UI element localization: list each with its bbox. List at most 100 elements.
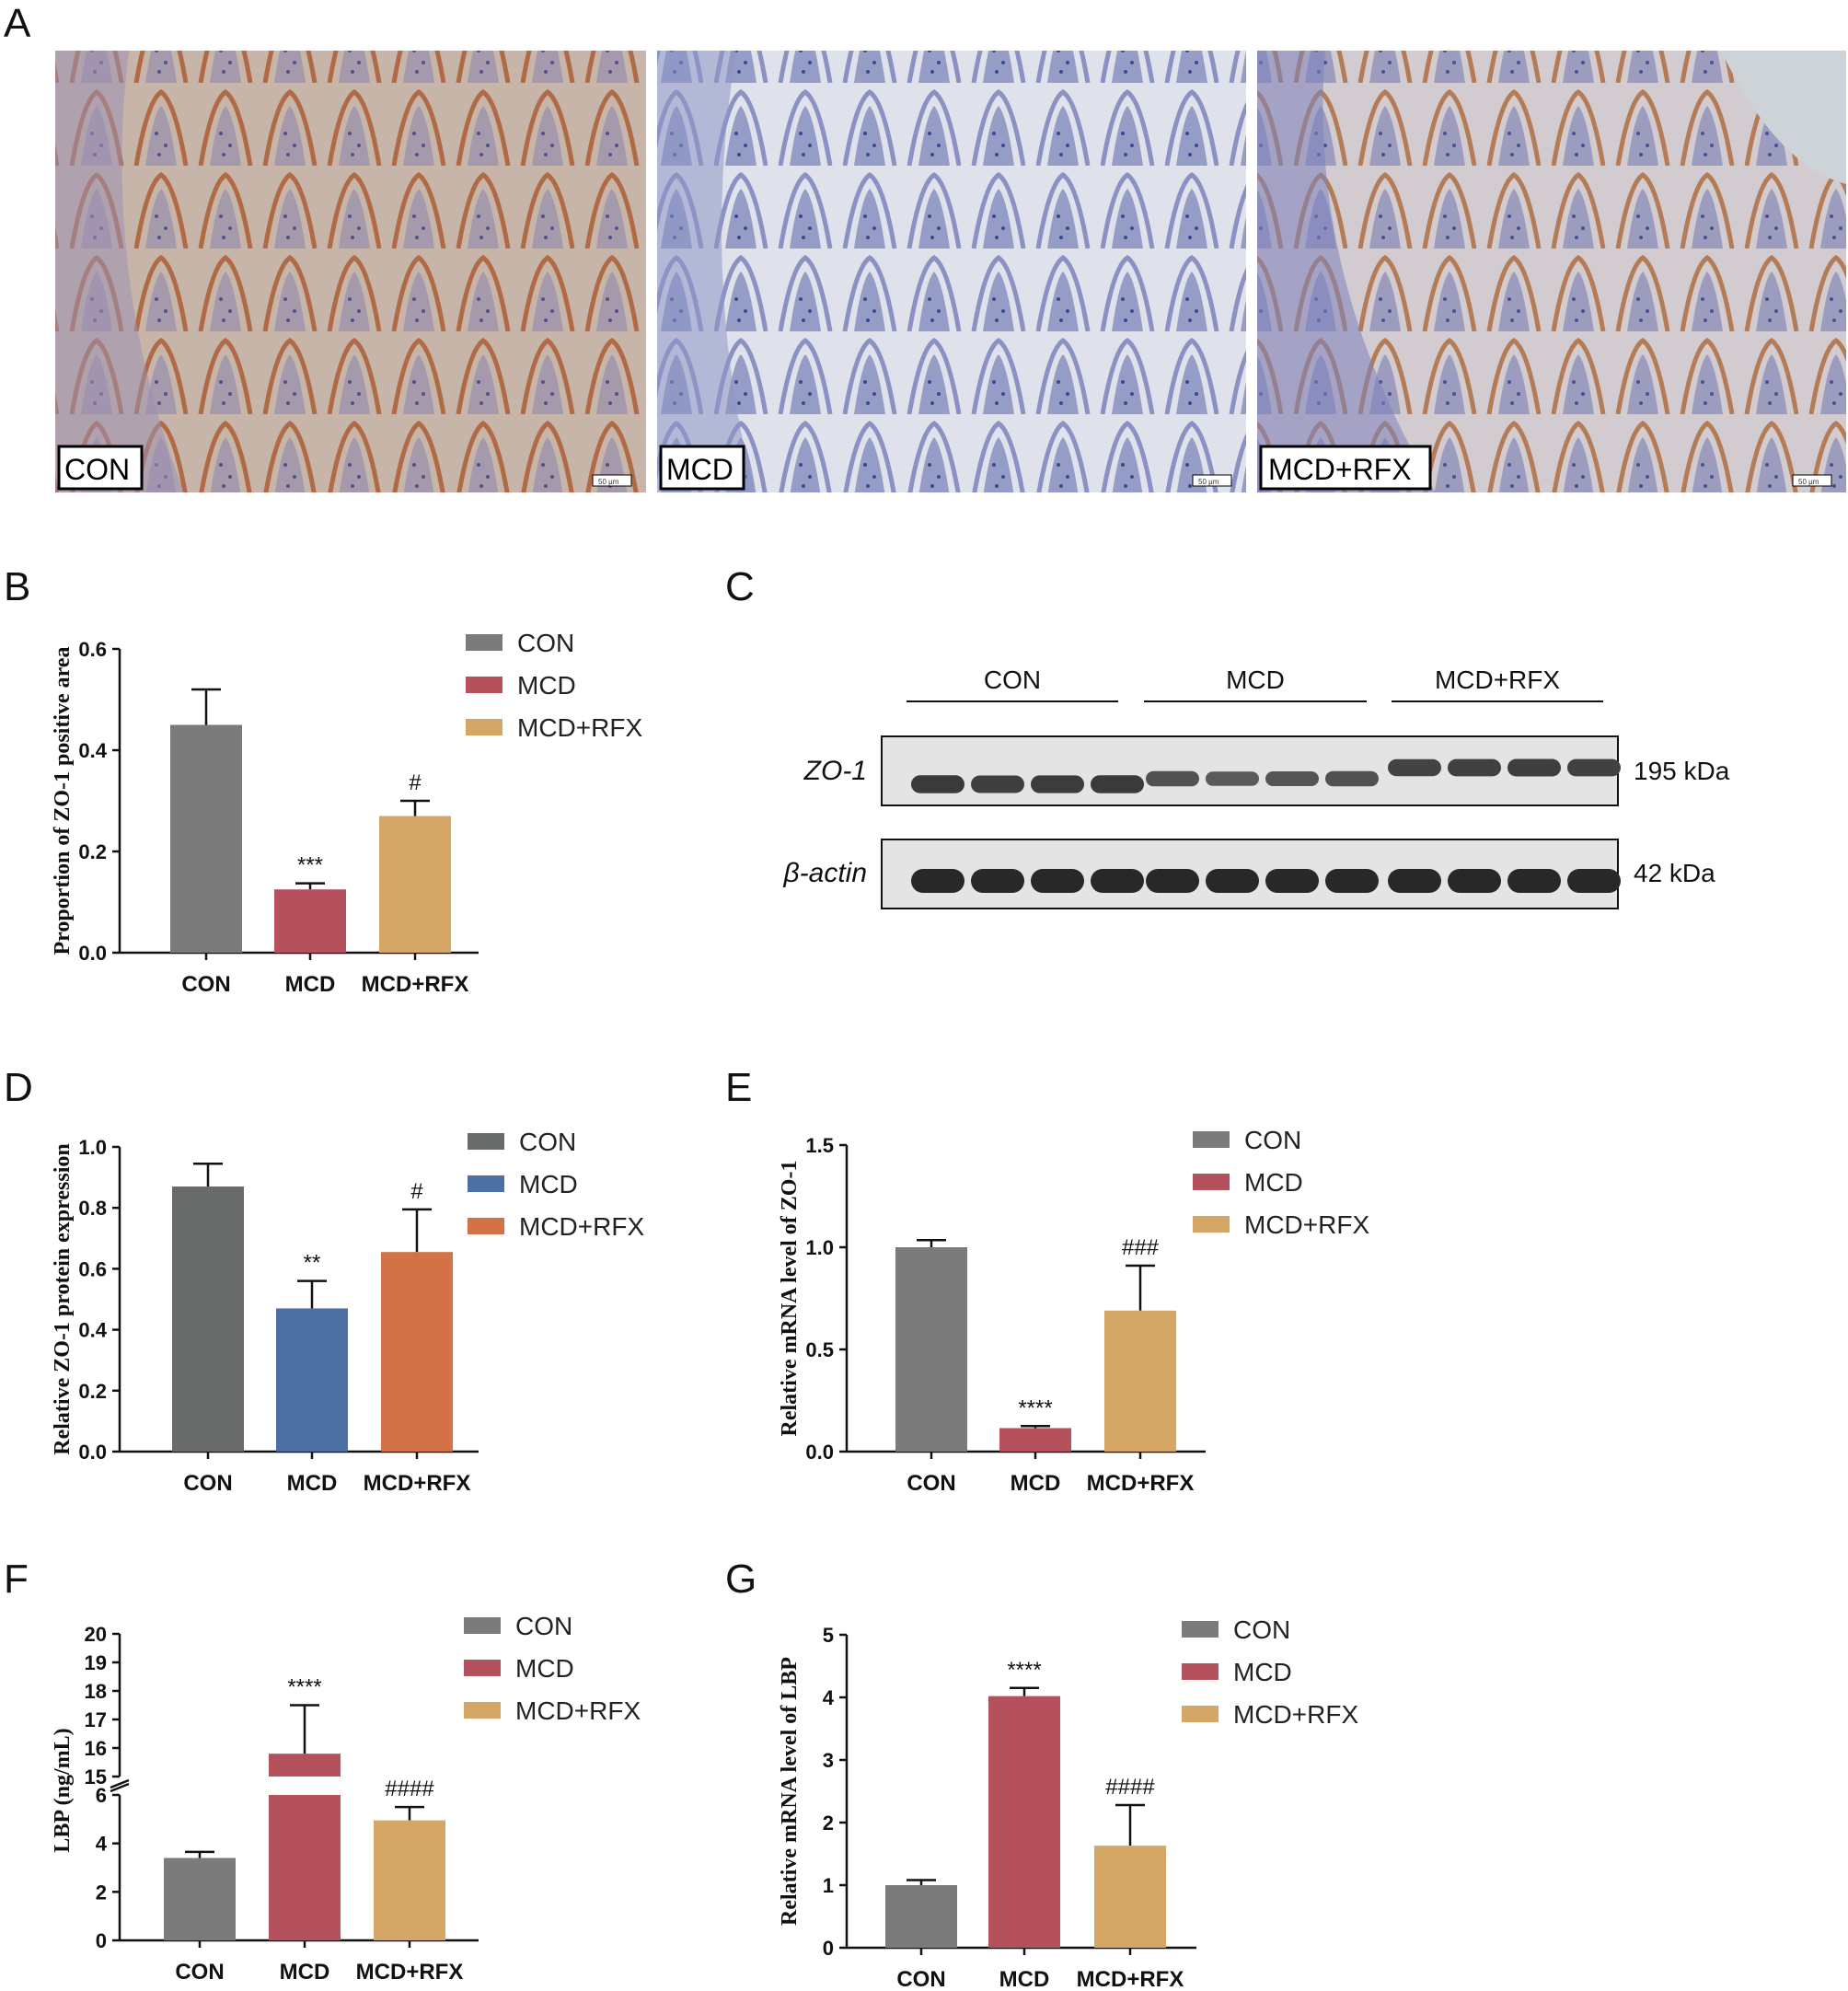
legend-entry: MCD xyxy=(1233,1658,1292,1686)
significance-mark: # xyxy=(409,770,422,795)
x-tick-label: MCD+RFX xyxy=(364,1471,471,1496)
micrograph-label: MCD xyxy=(666,453,733,486)
legend-swatch xyxy=(466,719,502,735)
y-axis-label: LBP (ng/mL) xyxy=(51,1728,75,1852)
legend-swatch xyxy=(464,1660,501,1676)
blot-band xyxy=(1146,770,1199,787)
y-tick-label: 4 xyxy=(96,1833,108,1856)
y-tick-label: 0.6 xyxy=(78,1257,107,1280)
legend-swatch xyxy=(466,634,502,651)
bar xyxy=(170,724,242,953)
axis-break-mark xyxy=(110,1778,130,1789)
legend-swatch xyxy=(466,677,502,693)
x-tick-label: MCD+RFX xyxy=(356,1960,464,1985)
x-tick-label: MCD+RFX xyxy=(362,972,469,997)
blot-band xyxy=(971,869,1024,893)
blot-band xyxy=(1206,869,1259,893)
panel-label-d: D xyxy=(4,1065,33,1110)
blot-group-label: CON xyxy=(984,666,1041,694)
y-tick-label: 0.0 xyxy=(78,1441,107,1464)
panel-label-b: B xyxy=(4,564,30,609)
x-tick-label: CON xyxy=(181,972,230,997)
x-tick-label: MCD xyxy=(999,1967,1050,1991)
legend-swatch xyxy=(468,1175,504,1192)
bar xyxy=(1104,1310,1176,1452)
blot-band xyxy=(1325,869,1379,893)
y-tick-label: 0.4 xyxy=(78,739,107,762)
legend-entry: MCD+RFX xyxy=(519,1212,644,1241)
bar xyxy=(276,1308,348,1452)
legend-swatch xyxy=(468,1133,504,1150)
significance-mark: **** xyxy=(287,1675,321,1700)
chart-g: 0 1 2 3 4 5 CON MCD **** MCD+RFX #### Relative mRNA… xyxy=(778,1615,1358,1991)
blot-band xyxy=(1206,771,1259,786)
chart-e: 0.0 0.5 1.0 1.5 CON MCD **** MCD+RFX ### Relative… xyxy=(778,1126,1369,1496)
y-tick-label: 4 xyxy=(823,1686,835,1709)
legend-swatch xyxy=(464,1702,501,1719)
y-axis-label: Relative mRNA level of LBP xyxy=(778,1657,802,1926)
y-tick-label: 20 xyxy=(85,1623,107,1646)
legend-swatch xyxy=(468,1218,504,1234)
chart-b: 0.0 0.2 0.4 0.6 CON MCD *** MCD+RFX # Proportion … xyxy=(51,629,642,997)
y-tick-label: 6 xyxy=(96,1784,107,1807)
blot-band xyxy=(1388,869,1441,893)
x-tick-label: MCD xyxy=(1011,1471,1061,1496)
micrograph-label: CON xyxy=(64,453,130,486)
panel-label-a: A xyxy=(4,1,31,46)
chart-f: 0 2 4 615 16 17 18 19 20 CON MCD **** MCD+RFX #### LBP… xyxy=(51,1612,641,1985)
blot-band xyxy=(1265,771,1319,786)
x-tick-label: MCD xyxy=(287,1471,338,1496)
blot-group-label: MCD+RFX xyxy=(1435,666,1560,694)
y-tick-label: 0.2 xyxy=(78,840,107,863)
scale-bar: 50 µm xyxy=(598,478,619,486)
x-tick-label: CON xyxy=(896,1967,945,1991)
y-tick-label: 0.2 xyxy=(78,1380,107,1403)
legend-entry: MCD xyxy=(1244,1168,1303,1197)
blot-group-label: MCD xyxy=(1226,666,1285,694)
significance-mark: #### xyxy=(1105,1775,1155,1800)
chart-d: 0.0 0.2 0.4 0.6 0.8 1.0 CON MCD ** MCD+RFX # Relati… xyxy=(51,1128,644,1496)
y-tick-label: 16 xyxy=(85,1737,107,1760)
blot-protein-label: ZO-1 xyxy=(803,756,867,786)
panel-label-e: E xyxy=(725,1065,752,1110)
legend-swatch xyxy=(1182,1706,1219,1722)
legend-entry: MCD xyxy=(515,1654,574,1683)
x-tick-label: MCD+RFX xyxy=(1087,1471,1195,1496)
bar xyxy=(269,1795,341,1940)
blot-membrane-zo1 xyxy=(881,735,1619,806)
significance-mark: # xyxy=(410,1179,423,1204)
legend-swatch xyxy=(1193,1216,1230,1233)
micrograph-mcd-rfx: MCD+RFX 50 µm xyxy=(1257,51,1846,492)
bar xyxy=(274,889,346,953)
blot-band xyxy=(1031,869,1084,893)
blot-band xyxy=(1507,758,1561,777)
blot-band xyxy=(911,869,964,893)
panel-label-c: C xyxy=(725,564,755,609)
scale-bar: 50 µm xyxy=(1798,478,1819,486)
significance-mark: ** xyxy=(304,1251,321,1276)
x-tick-label: CON xyxy=(183,1471,232,1496)
legend-entry: MCD+RFX xyxy=(517,713,642,742)
legend-swatch xyxy=(1193,1131,1230,1148)
blot-band xyxy=(1031,775,1084,793)
bar xyxy=(374,1820,445,1940)
bar xyxy=(379,816,451,953)
blot-band xyxy=(911,775,964,793)
legend-swatch xyxy=(1182,1663,1219,1680)
legend-entry: CON xyxy=(519,1128,576,1156)
blot-band xyxy=(1091,775,1144,793)
bar xyxy=(999,1428,1071,1452)
y-tick-label: 5 xyxy=(823,1624,834,1647)
x-tick-label: MCD+RFX xyxy=(1077,1967,1184,1991)
legend-swatch xyxy=(1182,1621,1219,1638)
y-tick-label: 0.6 xyxy=(78,638,107,661)
blot-band xyxy=(1146,869,1199,893)
y-tick-label: 1.0 xyxy=(78,1136,107,1159)
bar xyxy=(885,1885,957,1948)
micrograph-mcd: MCD 50 µm xyxy=(657,51,1246,492)
y-tick-label: 0.4 xyxy=(78,1319,107,1342)
significance-mark: **** xyxy=(1007,1658,1041,1683)
x-tick-label: MCD xyxy=(280,1960,330,1985)
legend-entry: MCD xyxy=(517,671,576,700)
blot-band xyxy=(1325,770,1379,787)
